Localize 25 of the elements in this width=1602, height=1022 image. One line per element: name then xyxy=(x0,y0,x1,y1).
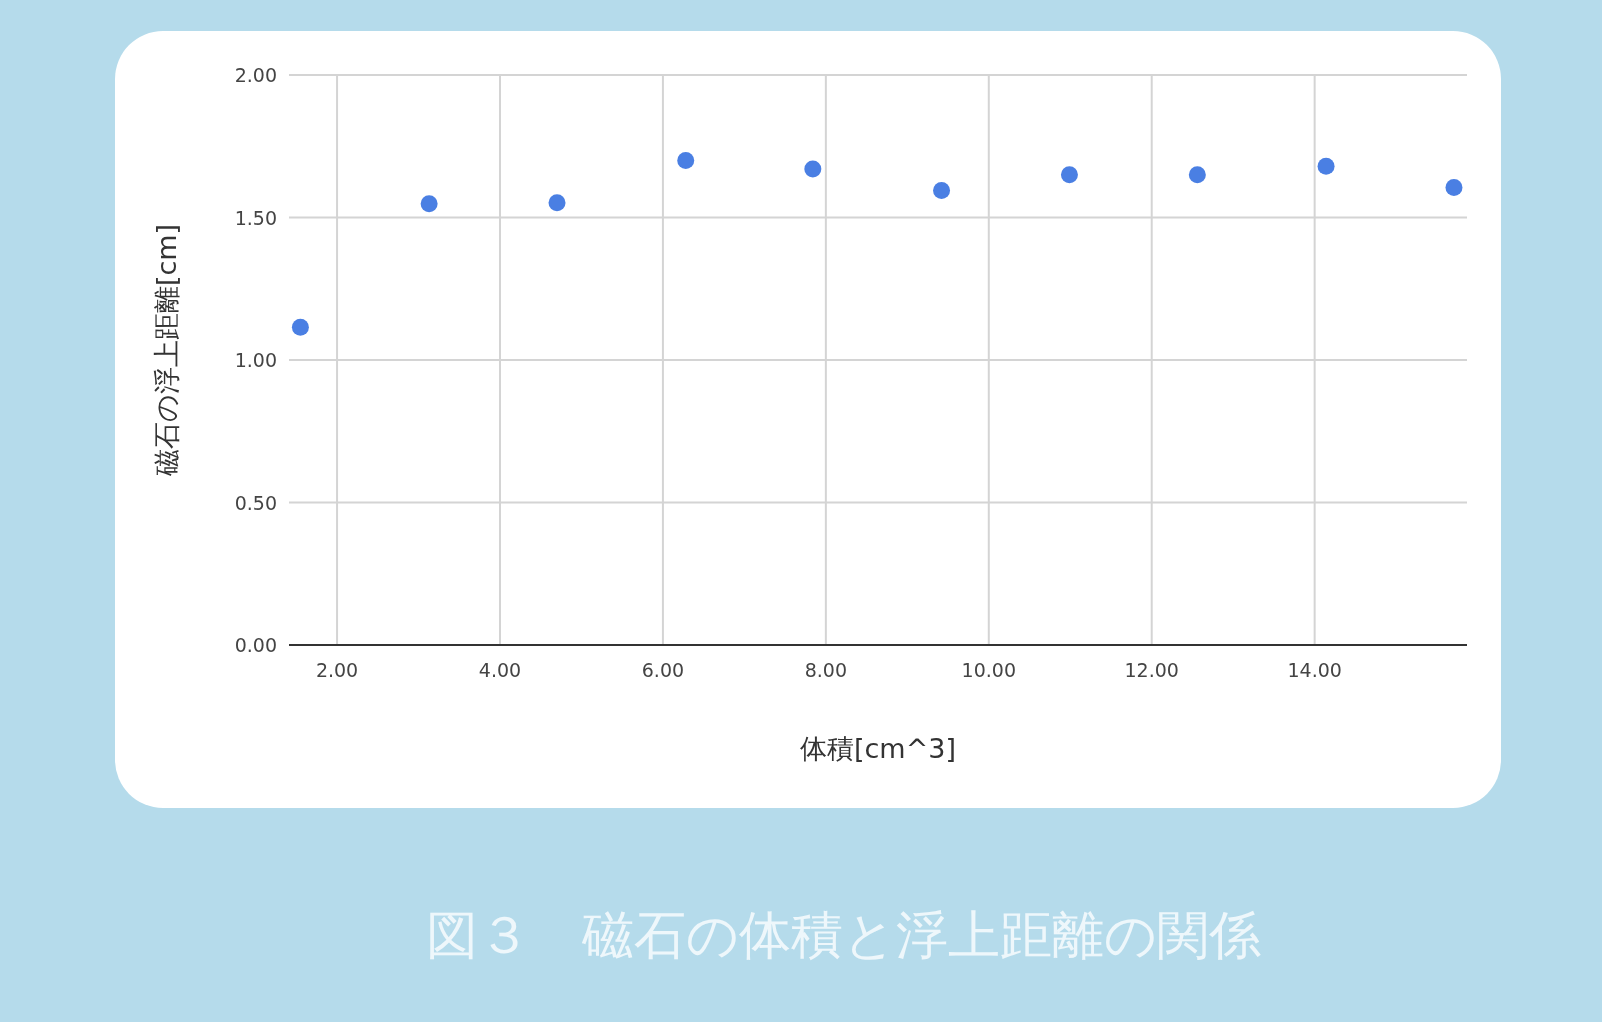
point xyxy=(1060,166,1078,184)
text: 図３ 磁石の体積と浮上距離の関係 xyxy=(425,905,1261,965)
y-tick-label: 1.00 xyxy=(234,349,277,371)
point xyxy=(804,160,822,178)
x-tick-label: 14.00 xyxy=(1287,659,1342,681)
x-tick-label: 2.00 xyxy=(315,659,359,681)
x-tick-label: 4.00 xyxy=(478,659,522,681)
point xyxy=(933,181,951,199)
point xyxy=(1445,179,1463,197)
point xyxy=(291,318,309,336)
point xyxy=(677,152,695,169)
y-axis-title: 磁石の浮上距離[cm] xyxy=(151,223,182,478)
x-tick-label: 6.00 xyxy=(641,659,685,681)
x-axis-title: 体積[cm^3] xyxy=(799,733,957,764)
x-tick-label: 12.00 xyxy=(1124,659,1179,681)
point xyxy=(1188,166,1206,184)
y-tick-label: 2.00 xyxy=(234,64,277,86)
y-tick-label: 0.00 xyxy=(234,634,277,656)
point xyxy=(1317,157,1335,175)
point xyxy=(420,195,438,213)
y-tick-label: 1.50 xyxy=(234,206,277,229)
y-tick-label: 0.50 xyxy=(234,491,277,514)
point xyxy=(548,194,566,212)
x-tick-label: 10.00 xyxy=(961,659,1016,681)
x-tick-label: 8.00 xyxy=(804,659,848,681)
